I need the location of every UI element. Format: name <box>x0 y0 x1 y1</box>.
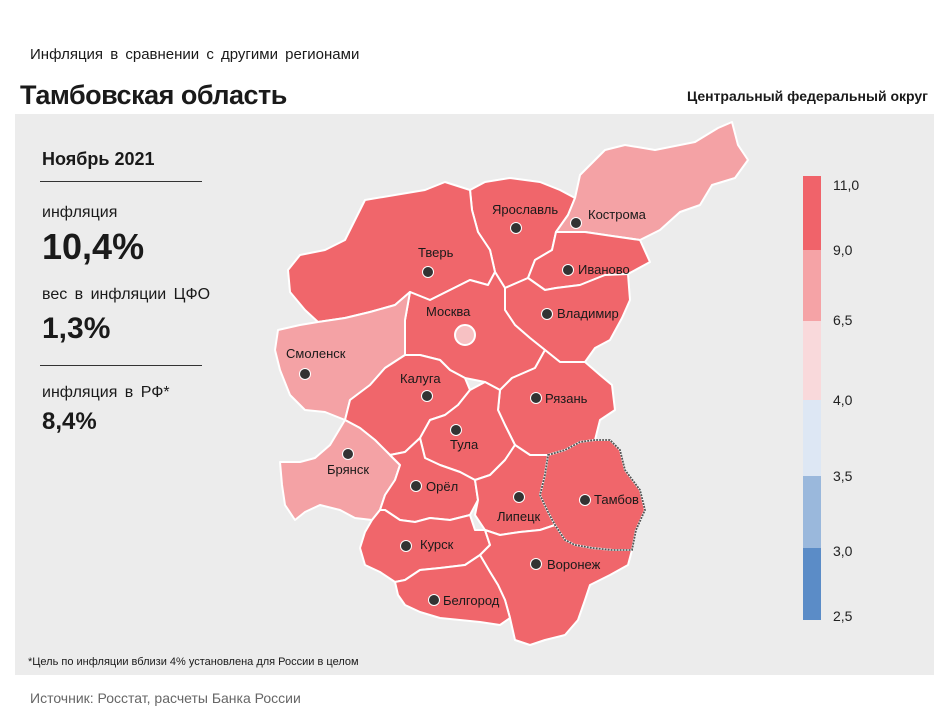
legend-swatch <box>803 250 821 321</box>
weight-value: 1,3% <box>42 312 111 345</box>
city-marker-ryazan[interactable] <box>530 392 542 404</box>
legend-tick-label: 3,5 <box>833 468 853 484</box>
divider <box>40 181 202 182</box>
city-label-belgorod: Белгород <box>443 593 500 608</box>
city-label-orel: Орёл <box>426 479 458 494</box>
legend-tick-label: 3,0 <box>833 543 853 559</box>
city-label-kursk: Курск <box>420 537 454 552</box>
city-marker-lipetsk[interactable] <box>513 491 525 503</box>
region-belgorod[interactable] <box>394 554 511 626</box>
city-marker-kostroma[interactable] <box>570 217 582 229</box>
city-label-tambov: Тамбов <box>594 492 639 507</box>
city-label-kaluga: Калуга <box>400 371 441 386</box>
city-marker-tver[interactable] <box>422 266 434 278</box>
period-label: Ноябрь 2021 <box>42 149 155 169</box>
city-label-ivanovo: Иваново <box>578 262 630 277</box>
city-marker-voronezh[interactable] <box>530 558 542 570</box>
inflation-value: 10,4% <box>42 226 145 267</box>
city-marker-kaluga[interactable] <box>421 390 433 402</box>
city-marker-tula[interactable] <box>450 424 462 436</box>
legend-tick-label: 6,5 <box>833 312 853 328</box>
weight-label: вес в инфляции ЦФО <box>42 286 211 303</box>
city-marker-bryansk[interactable] <box>342 448 354 460</box>
city-marker-yaroslavl[interactable] <box>510 222 522 234</box>
city-label-vladimir: Владимир <box>557 306 619 321</box>
city-label-moscow: Москва <box>426 304 471 319</box>
legend-tick-label: 2,5 <box>833 608 853 624</box>
inflation-label: инфляция <box>42 204 118 221</box>
city-label-kostroma: Кострома <box>588 207 647 222</box>
legend-swatch <box>803 400 821 476</box>
city-marker-ivanovo[interactable] <box>562 264 574 276</box>
page-title: Тамбовская область <box>20 80 287 110</box>
legend-tick-label: 9,0 <box>833 242 853 258</box>
legend-swatch <box>803 548 821 620</box>
city-label-tver: Тверь <box>418 245 454 260</box>
city-label-tula: Тула <box>450 437 479 452</box>
legend-swatch <box>803 176 821 250</box>
city-label-lipetsk: Липецк <box>497 509 541 524</box>
district-label: Центральный федеральный округ <box>686 88 928 104</box>
city-label-bryansk: Брянск <box>327 462 369 477</box>
city-label-ryazan: Рязань <box>545 391 588 406</box>
city-marker-smolensk[interactable] <box>299 368 311 380</box>
city-marker-orel[interactable] <box>410 480 422 492</box>
page-subtitle: Инфляция в сравнении с другими регионами <box>30 46 360 63</box>
city-marker-kursk[interactable] <box>400 540 412 552</box>
region-kostroma[interactable] <box>555 121 749 241</box>
city-label-smolensk: Смоленск <box>286 346 346 361</box>
divider <box>40 365 202 366</box>
city-label-voronezh: Воронеж <box>547 557 601 572</box>
highlight-outline <box>539 439 646 551</box>
source-note: Источник: Росстат, расчеты Банка России <box>30 690 301 706</box>
city-label-yaroslavl: Ярославль <box>492 202 558 217</box>
legend-colorbar <box>803 176 821 620</box>
city-marker-belgorod[interactable] <box>428 594 440 606</box>
legend-swatch <box>803 476 821 548</box>
city-marker-moscow[interactable] <box>454 324 476 346</box>
legend-tick-label: 4,0 <box>833 392 853 408</box>
city-marker-vladimir[interactable] <box>541 308 553 320</box>
legend-swatch <box>803 321 821 400</box>
rf-inflation-value: 8,4% <box>42 408 97 435</box>
legend-tick-label: 11,0 <box>833 177 859 193</box>
city-marker-tambov[interactable] <box>579 494 591 506</box>
rf-inflation-label: инфляция в РФ* <box>42 384 170 401</box>
footnote: *Цель по инфляции вблизи 4% установлена … <box>28 656 359 668</box>
